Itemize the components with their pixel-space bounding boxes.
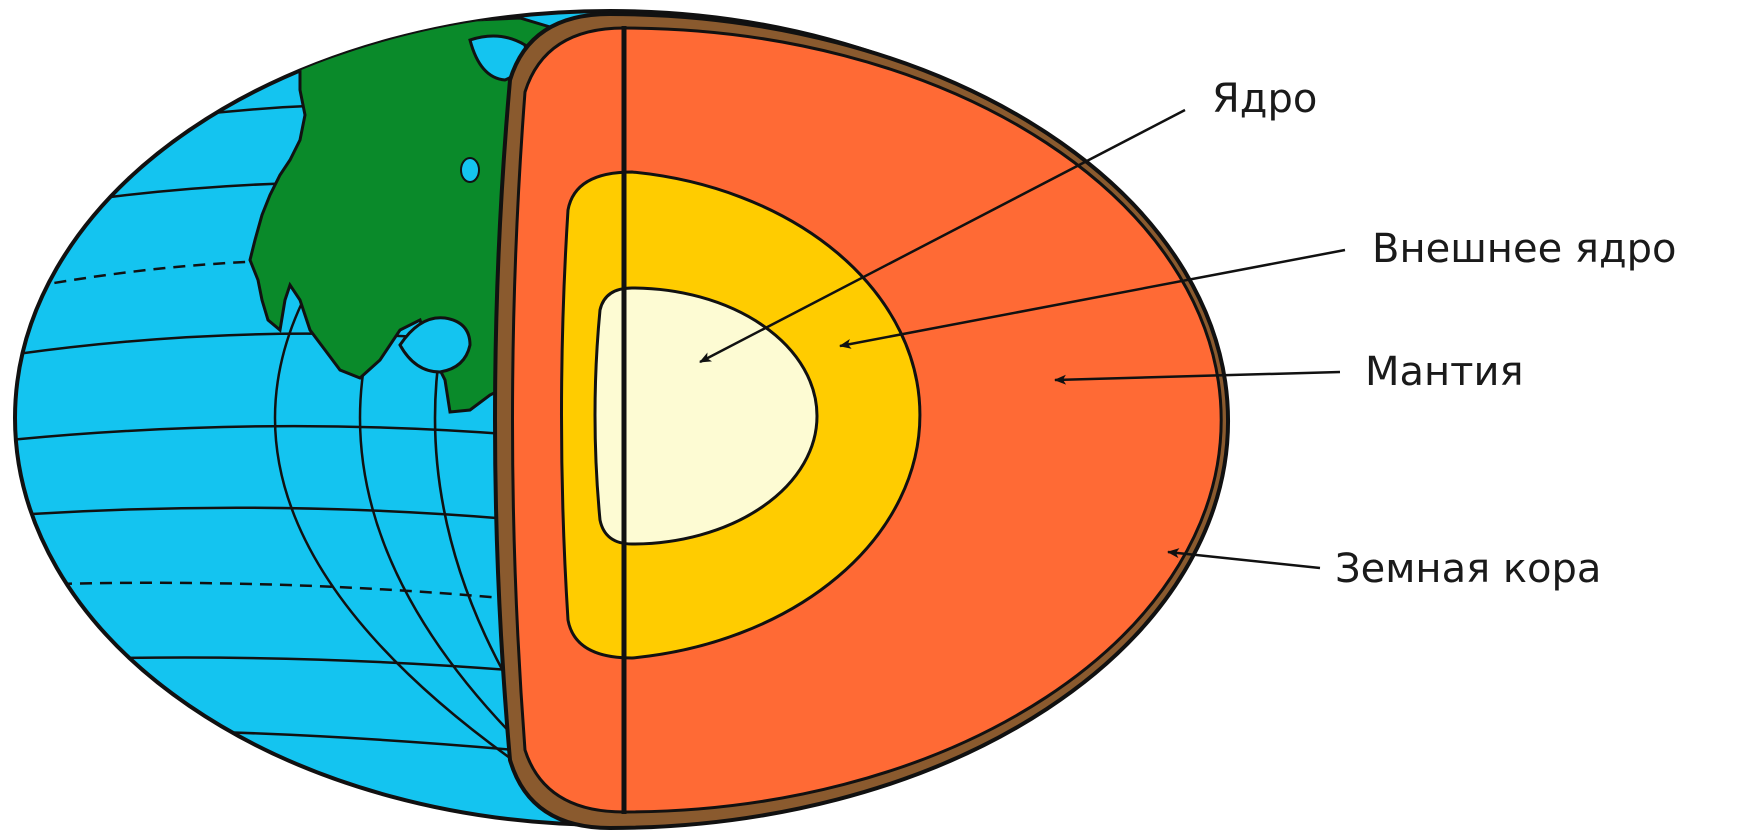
- crust-leader: [1167, 548, 1321, 570]
- earth-interior: [493, 11, 1231, 831]
- mantle-label: Мантия: [1365, 349, 1524, 395]
- crust-label: Земная кора: [1335, 546, 1601, 592]
- inner-core-label: Ядро: [1212, 76, 1317, 122]
- mantle-leader: [1054, 370, 1341, 385]
- leader-lines: [699, 108, 1346, 570]
- gulf-of-mexico: [398, 316, 472, 374]
- great-lake: [460, 157, 480, 183]
- outer-core-label: Внешнее ядро: [1372, 226, 1676, 272]
- outer-core-leader: [839, 248, 1346, 349]
- labels: Ядро Внешнее ядро Мантия Земная кора: [1212, 76, 1676, 592]
- inner-core-layer: [593, 286, 819, 546]
- inner-core-leader: [699, 108, 1186, 364]
